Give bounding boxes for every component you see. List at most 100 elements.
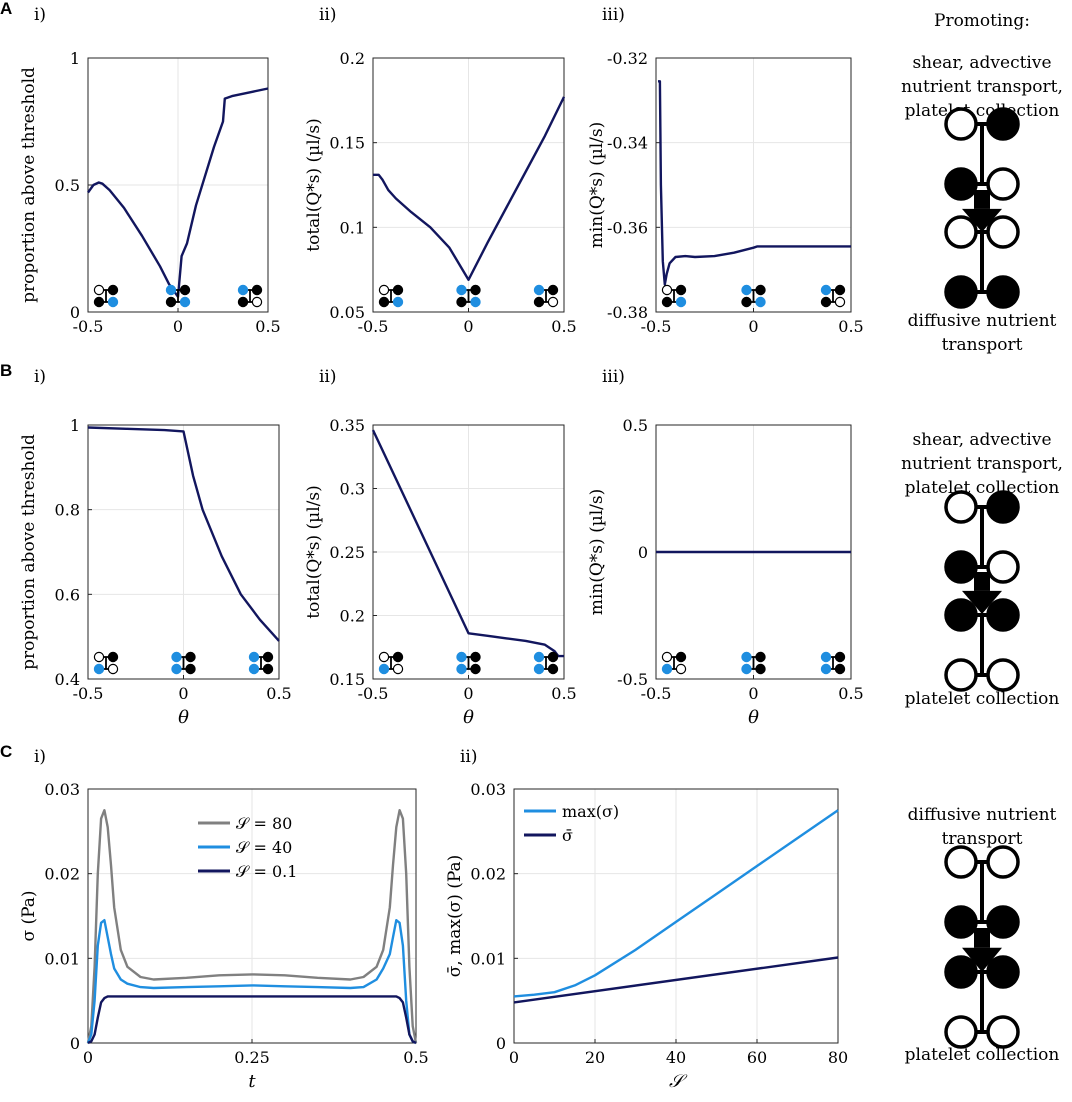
mini-icon-1 xyxy=(741,284,766,308)
y-tick-label-3: 1 xyxy=(70,416,80,435)
charts-layer: -0.5 0 0.500.51i)proportion above threshol… xyxy=(19,5,864,1092)
side-diagrams-layer xyxy=(944,107,1020,1049)
mini-icon-2-dot-1 xyxy=(547,651,559,663)
y-tick-label-0: -0.38 xyxy=(607,303,648,322)
x-tick-label-0: -0.5 xyxy=(73,317,104,336)
a-top-line-3: platelet collection xyxy=(905,101,1060,121)
diagram-c-after-node-3 xyxy=(986,1015,1020,1049)
y-axis-label: σ̄, max(σ) (Pa) xyxy=(445,855,465,978)
mini-icon-1-dot-2 xyxy=(165,296,177,308)
mini-icon-2 xyxy=(820,651,846,675)
mini-icon-0-dot-3 xyxy=(675,663,687,675)
c-top-line-2: transport xyxy=(942,829,1023,849)
chart-b-iii: -0.5 0 0.5 -0.5 0 0.5 iii) min(Q*s) (µl/s) θ xyxy=(587,367,864,728)
x-tick-label-0: -0.5 xyxy=(641,684,672,703)
mini-icon-1-dot-3 xyxy=(185,663,196,675)
diagram-b-before-node-2 xyxy=(944,550,978,584)
mini-icon-2-dot-3 xyxy=(547,296,559,308)
mini-icon-2-dot-2 xyxy=(237,296,249,308)
x-tick-label-0: -0.5 xyxy=(641,317,672,336)
mini-icon-1-dot-3 xyxy=(755,663,766,675)
mini-icon-0-dot-0 xyxy=(93,284,105,296)
mini-icon-2-dot-3 xyxy=(251,296,263,308)
mini-icon-1-dot-2 xyxy=(741,296,752,308)
x-tick-label-1: 0 xyxy=(463,684,473,703)
y-tick-label-1: 0.1 xyxy=(340,218,365,237)
mini-icon-2 xyxy=(533,284,559,308)
mini-icon-0-dot-3 xyxy=(392,663,404,675)
mini-icon-0-dot-1 xyxy=(392,651,404,663)
diagram-b-after xyxy=(944,598,1020,692)
y-tick-label-0: 0.05 xyxy=(329,303,365,322)
y-tick-label-1: 0.01 xyxy=(44,949,80,968)
x-tick-label-2: 0.5 xyxy=(403,1048,428,1067)
y-tick-label-1: 0.5 xyxy=(55,176,80,195)
a-top-line-1: shear, advective xyxy=(912,53,1051,73)
x-tick-label-4: 80 xyxy=(828,1048,848,1067)
diagram-c-arrow xyxy=(962,928,1002,972)
mini-icon-1-dot-2 xyxy=(456,296,467,308)
series-line-0 xyxy=(86,809,418,1044)
panel-roman-label: i) xyxy=(34,5,46,25)
mini-icon-1-dot-1 xyxy=(755,651,766,663)
y-tick-label-3: 0.2 xyxy=(340,49,365,68)
diagram-c-after-node-2 xyxy=(944,1015,978,1049)
y-axis-label: min(Q*s) (µl/s) xyxy=(587,122,607,249)
b-top-line-1: shear, advective xyxy=(912,430,1051,450)
mini-icon-1 xyxy=(456,284,481,308)
diagram-b-arrow xyxy=(962,572,1002,614)
mini-icon-2-dot-2 xyxy=(248,663,260,675)
x-tick-label-3: 60 xyxy=(747,1048,767,1067)
legend-label-1: 𝒮 = 40 xyxy=(236,838,292,857)
chart-b-ii: -0.5 0 0.5 0.15 0.2 0.25 0.3 0.35 ii) total(Q*s) … xyxy=(304,367,577,728)
diagram-a-arrow xyxy=(962,190,1002,232)
panel-letter-b: B xyxy=(0,361,12,380)
mini-icon-1 xyxy=(171,651,196,675)
mini-icon-2-dot-2 xyxy=(820,296,832,308)
chart-a-iii: -0.5 0 0.5 -0.38 -0.36 -0.34 -0.32 iii) min(Q*s)… xyxy=(587,5,864,336)
y-tick-label-2: 1 xyxy=(70,49,80,68)
x-tick-label-1: 0 xyxy=(173,317,183,336)
mini-icon-0-dot-2 xyxy=(661,663,673,675)
mini-icon-1 xyxy=(456,651,481,675)
diagram-a-after-node-3 xyxy=(986,275,1020,309)
x-tick-label-1: 0 xyxy=(463,317,473,336)
mini-icon-1 xyxy=(165,284,191,308)
mini-icon-1-dot-0 xyxy=(741,651,752,663)
mini-icon-2-dot-0 xyxy=(237,284,249,296)
y-tick-label-3: -0.32 xyxy=(607,49,648,68)
y-tick-label-2: 0.02 xyxy=(44,865,80,884)
x-tick-label-1: 0 xyxy=(178,684,188,703)
y-axis-label: min(Q*s) (µl/s) xyxy=(587,489,607,616)
promoting-label: Promoting: xyxy=(934,11,1030,31)
y-axis-label: σ (Pa) xyxy=(19,890,39,941)
mini-icon-2 xyxy=(248,651,274,675)
y-tick-label-1: 0.6 xyxy=(55,585,80,604)
y-tick-label-4: 0.35 xyxy=(329,416,365,435)
mini-icon-2-dot-3 xyxy=(834,663,846,675)
mini-icon-1-dot-0 xyxy=(741,284,752,296)
y-axis-label: proportion above threshold xyxy=(19,67,39,303)
y-tick-label-2: 0.25 xyxy=(329,543,365,562)
mini-icon-2-dot-3 xyxy=(547,663,559,675)
mini-icon-2-dot-0 xyxy=(820,284,832,296)
diagram-c-after xyxy=(944,955,1020,1049)
x-axis-label: θ xyxy=(463,707,474,728)
mini-icon-0-dot-2 xyxy=(93,296,105,308)
y-tick-label-3: 0.03 xyxy=(44,780,80,799)
diagram-c-before-node-3 xyxy=(986,905,1020,939)
diagram-a-after-node-2 xyxy=(944,275,978,309)
x-tick-label-2: 0.5 xyxy=(838,684,863,703)
y-tick-label-2: 0.5 xyxy=(623,416,648,435)
y-tick-label-0: 0.15 xyxy=(329,670,365,689)
diagram-b-arrow-shaft xyxy=(974,572,990,591)
mini-icon-2 xyxy=(533,651,559,675)
diagram-c-arrow-shaft xyxy=(974,928,990,948)
diagram-a-before-node-0 xyxy=(944,107,978,141)
diagram-b-after-node-3 xyxy=(986,658,1020,692)
y-tick-label-0: 0 xyxy=(70,303,80,322)
c-bottom-line-1: platelet collection xyxy=(905,1045,1060,1065)
x-tick-label-0: -0.5 xyxy=(358,684,389,703)
mini-icon-2-dot-3 xyxy=(834,296,846,308)
mini-icon-0-dot-1 xyxy=(675,284,687,296)
